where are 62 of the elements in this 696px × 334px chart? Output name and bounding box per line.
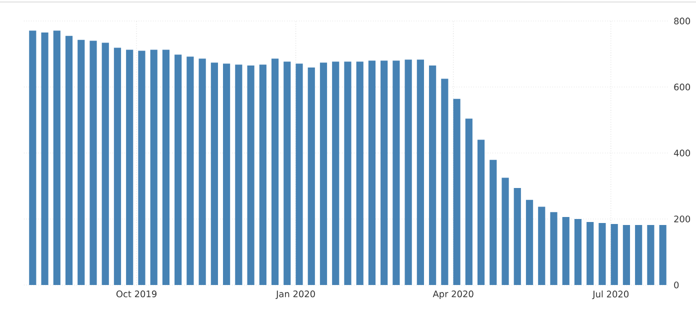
bar: [502, 178, 509, 285]
bar: [247, 66, 254, 285]
bar: [65, 36, 73, 285]
x-tick-label: Apr 2020: [432, 290, 474, 300]
y-tick-label: 200: [674, 216, 690, 222]
bar: [126, 50, 134, 285]
bar: [210, 62, 218, 285]
bar: [150, 50, 158, 285]
bar: [659, 224, 666, 285]
bar: [223, 64, 230, 285]
bar: [198, 58, 206, 285]
bar: [308, 68, 315, 285]
bar: [320, 62, 328, 285]
bar: [477, 140, 485, 285]
bar: [356, 62, 364, 285]
bar: [332, 62, 340, 285]
bar: [174, 54, 182, 285]
bar: [284, 62, 291, 285]
bar: [514, 188, 521, 285]
bar: [102, 42, 109, 285]
bar: [186, 56, 194, 285]
bar: [465, 118, 472, 285]
bar: [271, 58, 279, 285]
x-tick-label: Oct 2019: [116, 290, 156, 298]
bar: [429, 66, 436, 285]
bar: [53, 30, 60, 285]
x-tick-label: Jan 2020: [276, 290, 315, 299]
y-tick-label: 0: [674, 282, 679, 288]
y-tick-label: 600: [674, 84, 690, 90]
bar: [392, 60, 400, 285]
x-tick-label: Jul 2020: [592, 290, 629, 300]
bar: [598, 222, 606, 285]
bar: [404, 60, 412, 285]
bar: [453, 98, 460, 285]
bar: [162, 50, 170, 285]
bar: [296, 64, 303, 285]
bar: [647, 224, 654, 285]
bar: [138, 50, 146, 285]
bar: [574, 219, 582, 285]
bar: [441, 78, 448, 285]
bar: [90, 40, 97, 285]
bar: [622, 224, 630, 285]
bar: [562, 217, 570, 285]
bar: [259, 64, 266, 285]
bar: [29, 30, 36, 285]
bar: [380, 60, 388, 285]
bar: [538, 206, 546, 285]
y-tick-label: 400: [674, 150, 690, 156]
y-tick-label: 800: [674, 18, 690, 24]
bar: [490, 160, 497, 285]
bar: [41, 32, 48, 285]
bar: [586, 222, 594, 285]
bar: [368, 60, 376, 285]
bar: [416, 60, 424, 285]
bar: [635, 224, 642, 285]
bar: [235, 64, 242, 285]
bar: [344, 62, 352, 285]
bar: [550, 212, 558, 285]
bar: [610, 224, 618, 285]
bar: [526, 200, 534, 285]
bar: [114, 48, 122, 285]
bar: [78, 40, 85, 285]
